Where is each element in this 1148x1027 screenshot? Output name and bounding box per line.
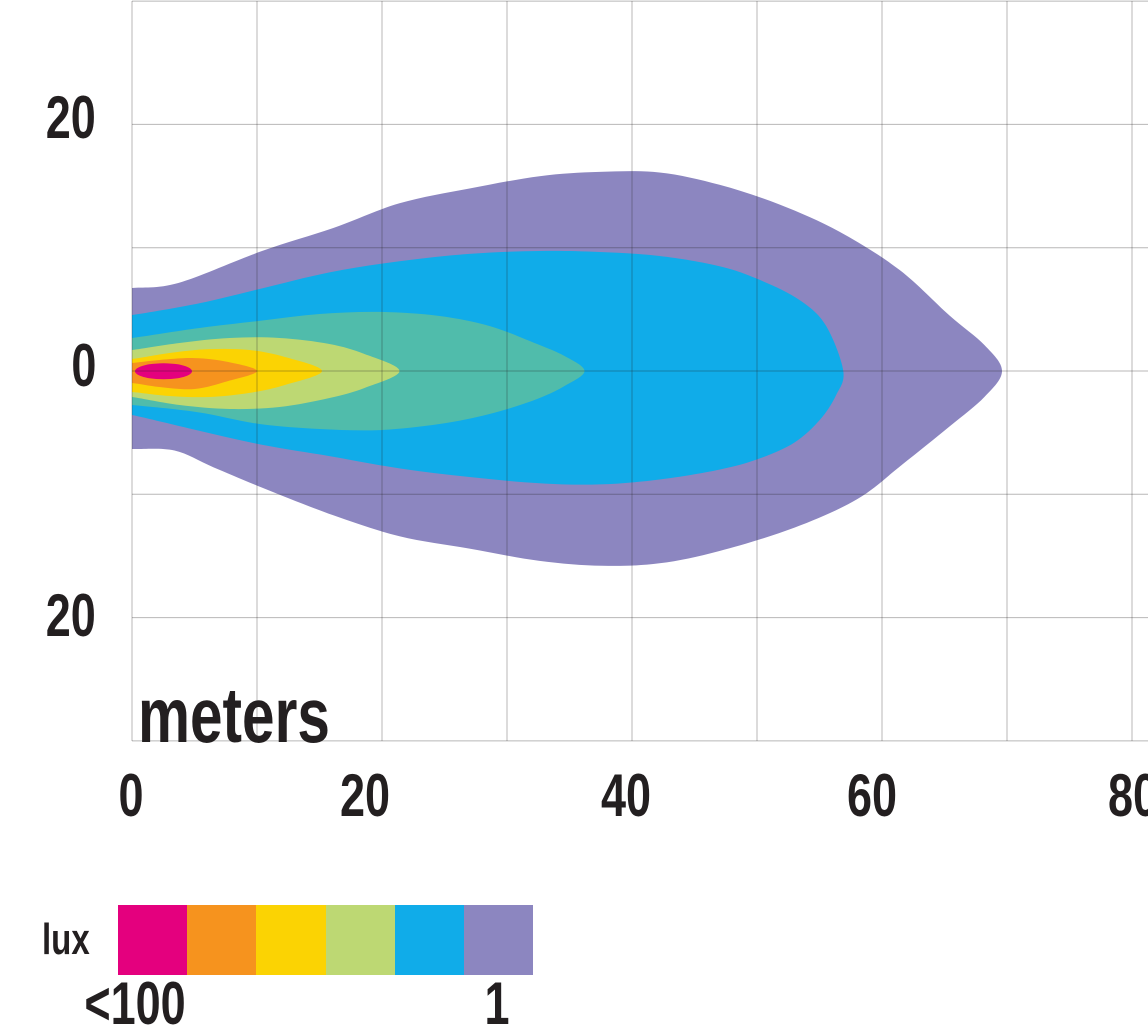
x-tick-40: 40 [600, 762, 652, 829]
x-axis-unit-label: meters [138, 671, 330, 759]
x-tick-80: 80 [1107, 762, 1148, 829]
x-tick-60: 60 [846, 762, 898, 829]
grid [131, 0, 1148, 742]
legend-swatch [256, 905, 326, 975]
x-tick-0: 0 [118, 762, 144, 829]
beam-plot-svg [131, 0, 1148, 742]
x-tick-20: 20 [339, 762, 391, 829]
legend-min-label: <100 [84, 970, 186, 1027]
beam-contours [132, 171, 1002, 566]
legend-colorbar [118, 905, 534, 975]
legend-max-label: 1 [484, 970, 510, 1027]
y-tick-0: 0 [70, 332, 96, 399]
legend-title: lux [42, 915, 90, 964]
y-tick-20-top: 20 [45, 84, 96, 151]
legend-swatch [187, 905, 257, 975]
y-tick-20-bottom: 20 [45, 582, 96, 649]
legend-swatch [118, 905, 188, 975]
legend-swatch [463, 905, 534, 975]
legend-swatch [394, 905, 464, 975]
legend-swatch [325, 905, 395, 975]
contour-magenta-core [135, 363, 192, 380]
